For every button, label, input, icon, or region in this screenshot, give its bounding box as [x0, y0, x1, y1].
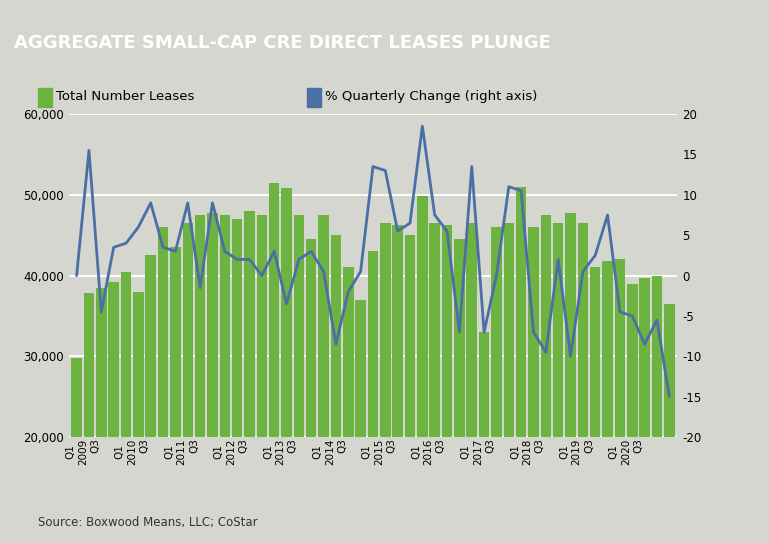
Bar [306, 239, 317, 543]
Bar [133, 292, 144, 543]
Bar [404, 235, 415, 543]
Bar [195, 215, 205, 543]
Bar [491, 227, 501, 543]
Text: % Quarterly Change (right axis): % Quarterly Change (right axis) [325, 91, 538, 104]
Bar [182, 223, 193, 543]
Bar [368, 251, 378, 543]
Bar [232, 219, 242, 543]
Bar [429, 223, 440, 543]
Bar [72, 358, 82, 543]
Bar [590, 268, 601, 543]
Bar [614, 260, 625, 543]
Bar [207, 212, 218, 543]
Bar [516, 187, 527, 543]
Bar [308, 88, 321, 108]
Bar [442, 225, 452, 543]
Bar [541, 215, 551, 543]
Bar [318, 215, 329, 543]
Bar [294, 215, 304, 543]
Bar [219, 215, 230, 543]
Bar [602, 261, 613, 543]
Text: Total Number Leases: Total Number Leases [56, 91, 195, 104]
Bar [627, 283, 638, 543]
Bar [331, 235, 341, 543]
Bar [145, 255, 156, 543]
Bar [565, 212, 576, 543]
Bar [578, 223, 588, 543]
Bar [454, 239, 464, 543]
Bar [38, 88, 52, 108]
Bar [417, 197, 428, 543]
Text: AGGREGATE SMALL-CAP CRE DIRECT LEASES PLUNGE: AGGREGATE SMALL-CAP CRE DIRECT LEASES PL… [14, 34, 551, 52]
Bar [528, 227, 539, 543]
Bar [170, 247, 181, 543]
Bar [355, 300, 366, 543]
Bar [269, 182, 279, 543]
Bar [467, 223, 477, 543]
Bar [158, 227, 168, 543]
Bar [651, 275, 662, 543]
Bar [392, 225, 403, 543]
Bar [245, 211, 255, 543]
Text: Source: Boxwood Means, LLC; CoStar: Source: Boxwood Means, LLC; CoStar [38, 516, 258, 529]
Bar [343, 268, 354, 543]
Bar [479, 332, 489, 543]
Bar [96, 288, 107, 543]
Bar [281, 188, 291, 543]
Bar [664, 304, 674, 543]
Bar [553, 223, 564, 543]
Bar [121, 272, 131, 543]
Bar [639, 278, 650, 543]
Bar [84, 293, 95, 543]
Bar [380, 223, 391, 543]
Bar [504, 223, 514, 543]
Bar [108, 282, 119, 543]
Bar [257, 215, 267, 543]
